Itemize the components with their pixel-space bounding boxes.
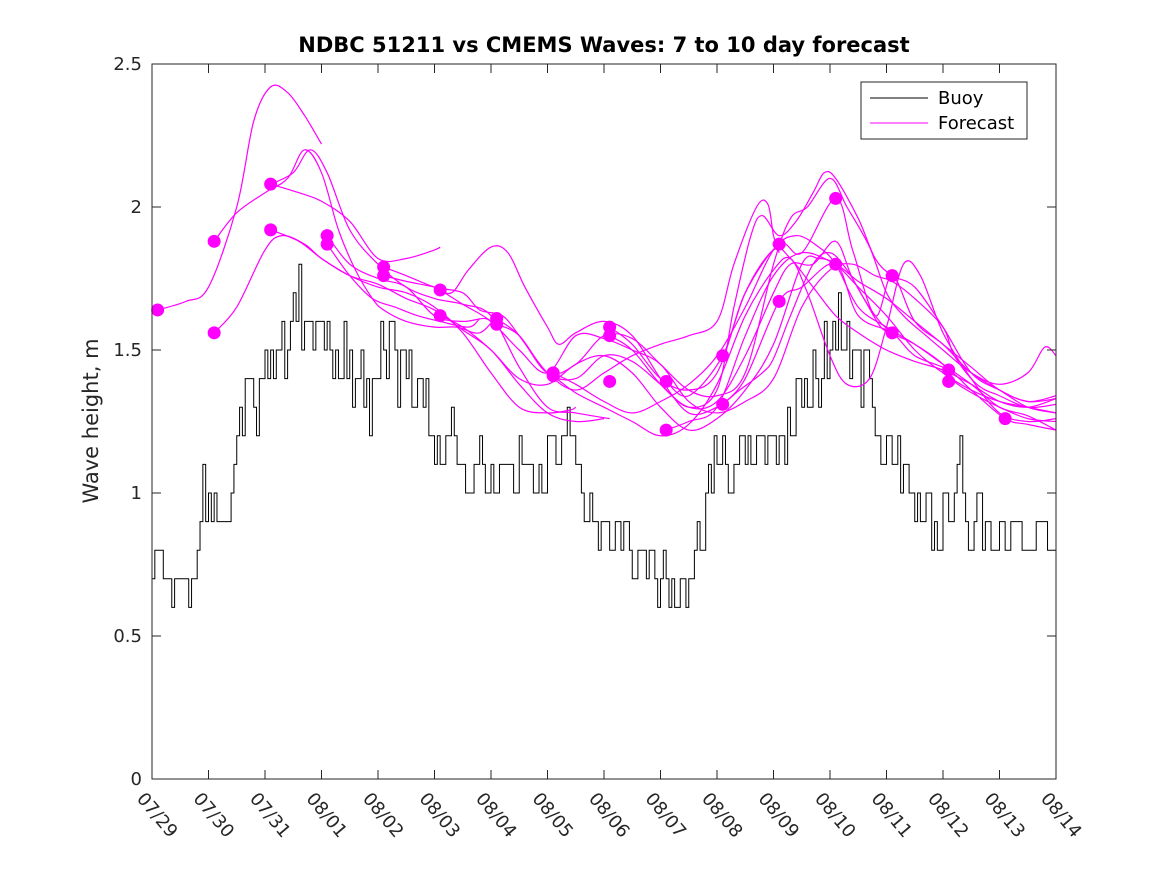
plot-frame [151, 63, 1057, 780]
forecast-line [609, 240, 1056, 423]
forecast-markers [151, 177, 1012, 437]
forecast-marker [207, 326, 221, 340]
forecast-line [665, 197, 1056, 414]
forecast-marker [885, 269, 899, 283]
x-tick-label: 07/29 [132, 789, 181, 842]
forecast-marker [772, 237, 786, 251]
forecast-marker [885, 326, 899, 340]
forecast-line [213, 234, 605, 423]
forecast-line [270, 183, 441, 263]
forecast-marker [490, 317, 504, 331]
x-tick-label: 08/02 [358, 789, 407, 842]
buoy-line [152, 263, 1056, 608]
legend-forecast-label: Forecast [938, 113, 1014, 134]
forecast-line [270, 229, 577, 414]
forecast-marker [433, 309, 447, 323]
forecast-line [157, 84, 323, 311]
x-tick-label: 08/07 [641, 789, 690, 842]
x-tick-label: 07/30 [189, 789, 238, 842]
x-tick-label: 08/05 [528, 789, 577, 842]
x-tick-label: 08/12 [923, 789, 972, 842]
forecast-marker [659, 374, 673, 388]
x-tick-label: 08/06 [584, 789, 633, 842]
forecast-line [270, 149, 610, 420]
forecast-marker [829, 191, 843, 205]
y-axis: 0 0.5 1 1.5 2 2.5 [113, 54, 1056, 790]
y-tick-label: 1 [131, 483, 142, 504]
x-tick-label: 08/11 [867, 789, 916, 842]
x-tick-label: 08/13 [980, 789, 1029, 842]
forecast-marker [377, 269, 391, 283]
forecast-marker [320, 237, 334, 251]
x-tick-label: 08/10 [810, 789, 859, 842]
forecast-marker [829, 257, 843, 271]
forecast-marker [716, 349, 730, 363]
forecast-line [439, 255, 1056, 432]
legend-box [860, 81, 1028, 140]
y-tick-label: 0.5 [113, 626, 142, 647]
forecast-marker [942, 374, 956, 388]
x-tick-label: 08/14 [1036, 789, 1085, 842]
x-tick-label: 08/04 [471, 789, 520, 842]
forecast-marker [546, 369, 560, 383]
forecast-marker [942, 363, 956, 377]
x-tick-label: 08/03 [415, 789, 464, 842]
chart-title: NDBC 51211 vs CMEMS Waves: 7 to 10 day f… [298, 33, 909, 57]
forecast-line [213, 149, 498, 334]
buoy-series [152, 263, 1056, 608]
legend-buoy-label: Buoy [938, 88, 984, 109]
forecast-marker [659, 423, 673, 437]
legend: Buoy Forecast [860, 81, 1028, 140]
forecast-marker [603, 320, 617, 334]
y-tick-label: 2 [131, 197, 142, 218]
forecast-marker [207, 234, 221, 248]
forecast-marker [264, 223, 278, 237]
forecast-line [665, 251, 1056, 431]
forecast-marker [433, 283, 447, 297]
forecast-marker [264, 177, 278, 191]
forecast-marker [151, 303, 165, 317]
x-tick-label: 08/01 [302, 789, 351, 842]
x-tick-label: 08/08 [697, 789, 746, 842]
y-tick-label: 0 [131, 769, 142, 790]
forecast-line [496, 170, 1056, 409]
y-tick-label: 2.5 [113, 54, 142, 75]
forecast-line [326, 243, 481, 328]
forecast-marker [772, 294, 786, 308]
forecast-line [609, 247, 1056, 408]
x-tick-label: 08/09 [754, 789, 803, 842]
y-axis-label: Wave height, m [79, 338, 103, 503]
forecast-marker [998, 412, 1012, 426]
forecast-marker [716, 397, 730, 411]
y-tick-label: 1.5 [113, 340, 142, 361]
forecast-line [326, 235, 498, 328]
forecast-line [383, 199, 780, 391]
forecast-marker [603, 374, 617, 388]
x-tick-label: 07/31 [245, 789, 294, 842]
